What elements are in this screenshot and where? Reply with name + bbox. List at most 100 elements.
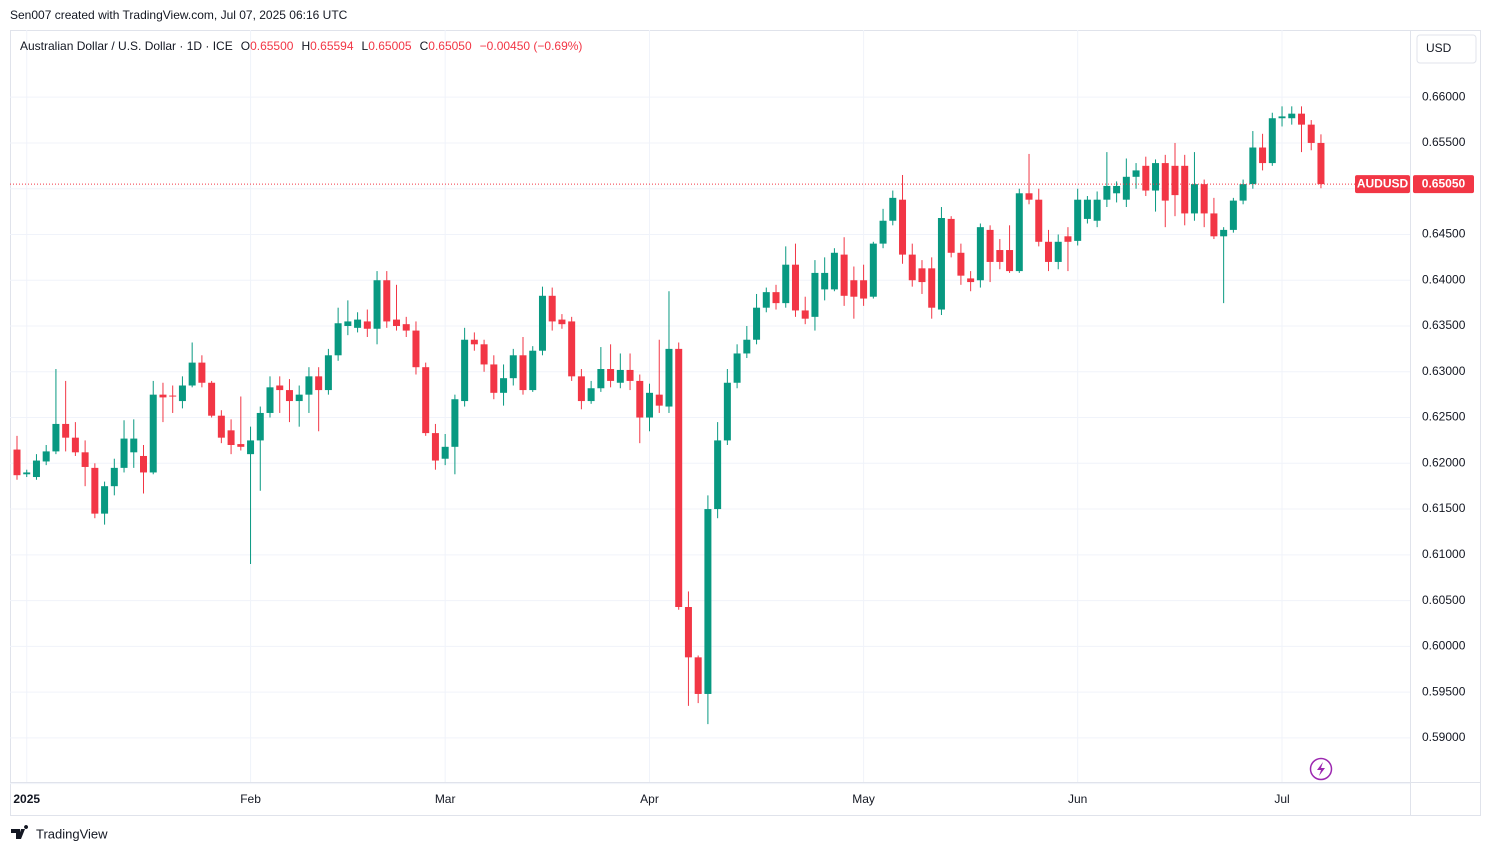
candle-body <box>1249 147 1257 185</box>
candle-body <box>305 376 313 395</box>
lightning-icon[interactable] <box>1309 757 1333 781</box>
candle-body <box>714 440 722 510</box>
candle-body <box>1278 116 1286 119</box>
y-tick-label: 0.62500 <box>1422 410 1466 424</box>
candle-body <box>178 385 186 402</box>
candle-body <box>675 348 683 607</box>
candle-body <box>646 392 654 418</box>
candle-body <box>509 355 517 379</box>
currency[interactable]: USD <box>1426 41 1452 55</box>
x-tick-label: Jul <box>1274 792 1289 806</box>
candle-body <box>334 323 342 356</box>
candle-body <box>52 423 60 452</box>
candle-body <box>684 606 692 658</box>
y-tick-label: 0.59500 <box>1422 684 1466 698</box>
candle-body <box>957 252 965 276</box>
candle-body <box>81 452 89 467</box>
candle-body <box>1054 241 1062 262</box>
ohlc-value: 0.65594 <box>310 39 354 53</box>
candle-body <box>937 218 945 310</box>
candle-body <box>1015 193 1023 272</box>
candle-body <box>1142 165 1150 191</box>
candle-body <box>976 227 984 281</box>
candle-body <box>704 509 712 694</box>
candle-body <box>1297 113 1305 125</box>
candle-body <box>723 382 731 441</box>
candle-body <box>373 280 381 329</box>
candle-body <box>529 350 537 391</box>
candle-body <box>315 376 323 391</box>
candle-body <box>538 295 546 351</box>
candle-body <box>733 353 741 383</box>
icon-bolt[interactable] <box>1317 762 1325 776</box>
candle-body <box>879 220 887 244</box>
candle-body <box>626 369 634 381</box>
candle-body <box>451 399 459 447</box>
candle-body <box>227 430 235 445</box>
candle-body <box>791 264 799 311</box>
candle-body <box>1220 229 1228 237</box>
candle-body <box>1171 165 1179 196</box>
y-tick-label: 0.63500 <box>1422 318 1466 332</box>
candle-body <box>1161 163 1169 201</box>
candle-body <box>996 250 1004 262</box>
candle-body <box>1229 200 1237 230</box>
y-tick-label: 0.66000 <box>1422 89 1466 103</box>
candle-body <box>830 252 838 290</box>
candle-body <box>441 446 449 459</box>
candle-body <box>101 486 109 514</box>
candle-body <box>869 243 877 297</box>
candle-body <box>577 376 585 402</box>
candle-body <box>1268 118 1276 164</box>
candle-body <box>1307 124 1315 143</box>
candle-body <box>1239 184 1247 201</box>
candle-body <box>42 451 50 462</box>
candle-body <box>947 218 955 253</box>
candle-body <box>811 272 819 317</box>
ohlc-value: 0.65500 <box>250 39 294 53</box>
candle-body <box>1190 184 1198 214</box>
candle-body <box>500 378 508 393</box>
candle-body <box>354 319 362 328</box>
candle-body <box>1210 213 1218 237</box>
candle-body <box>762 292 770 308</box>
price-tag <box>1413 175 1474 194</box>
candle-body <box>1200 184 1208 214</box>
ohlc-value: 0.65050 <box>428 39 472 53</box>
logo-mark <box>11 825 29 839</box>
candle-body <box>383 280 391 322</box>
candle-body <box>986 229 994 262</box>
currency-button[interactable] <box>1416 34 1477 64</box>
y-tick-label: 0.60000 <box>1422 639 1466 653</box>
candle-body <box>1288 113 1296 119</box>
ohlc-key: L <box>361 39 369 53</box>
y-tick-label: 0.65500 <box>1422 135 1466 149</box>
candle-body <box>558 319 566 325</box>
symbol-tag-label: AUDUSD <box>1357 176 1409 190</box>
candle-body <box>71 437 79 453</box>
candle-body <box>461 339 469 402</box>
candle-body <box>120 438 128 468</box>
candle-body <box>850 280 858 297</box>
x-tick-label: 2025 <box>13 792 40 806</box>
candle-body <box>470 339 478 345</box>
candle-body <box>431 433 439 461</box>
candle-body <box>285 390 293 402</box>
candle-body <box>928 268 936 308</box>
candle-body <box>490 364 498 393</box>
candle-body <box>616 369 624 383</box>
candle-body <box>1259 147 1267 164</box>
candle-body <box>1103 185 1111 200</box>
candle-body <box>1113 185 1121 194</box>
candle-body <box>782 264 790 304</box>
candle-body <box>1025 193 1033 200</box>
candle-body <box>908 254 916 281</box>
candle-body <box>753 307 761 340</box>
symbol-tag <box>1355 175 1410 194</box>
candle-body <box>324 355 332 391</box>
candle-body <box>188 362 196 386</box>
candle-body <box>159 394 167 398</box>
candle-body <box>587 388 595 402</box>
